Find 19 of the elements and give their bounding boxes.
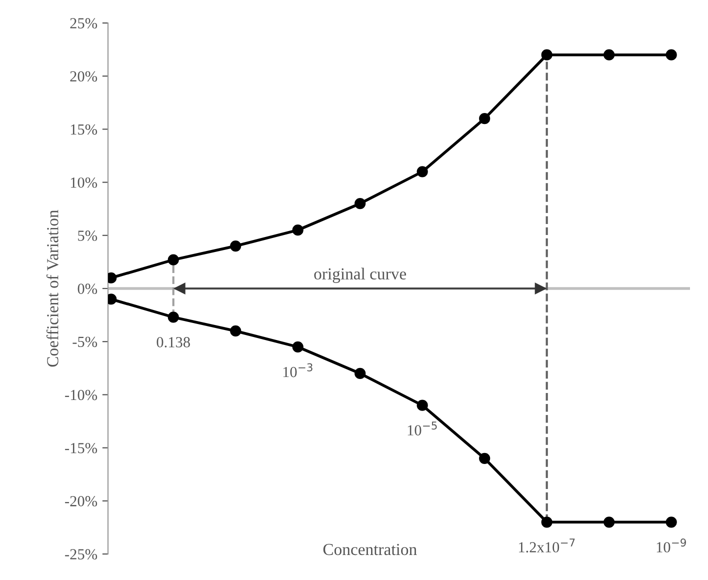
x-tick-label: 10$^{−5}$: [408, 422, 437, 436]
annotation: original curve: [314, 268, 406, 283]
x-tick-label: 0.138: [156, 337, 190, 348]
y-tick-label: 10%: [70, 177, 98, 188]
y-tick-label: -15%: [65, 442, 98, 454]
y-tick-label: -25%: [65, 549, 98, 560]
x-tick-label: 1.2x10$^{−7}$: [519, 538, 575, 552]
x-axis-title: Concentration: [323, 544, 417, 556]
y-tick-label: 15%: [70, 124, 98, 135]
y-tick-label: 5%: [78, 230, 98, 241]
y-tick-label: -10%: [65, 390, 98, 400]
y-tick-label: 25%: [70, 18, 98, 28]
y-tick-label: 0%: [78, 284, 98, 294]
x-tick-label: 10$^{−9}$: [656, 538, 686, 552]
y-tick-label: -5%: [72, 336, 98, 348]
y-tick-label: 20%: [70, 71, 98, 82]
x-tick-label: 10$^{−3}$: [283, 363, 312, 378]
y-axis-title: Coefficient of Variation: [46, 210, 58, 367]
y-tick-label: -20%: [65, 496, 98, 506]
